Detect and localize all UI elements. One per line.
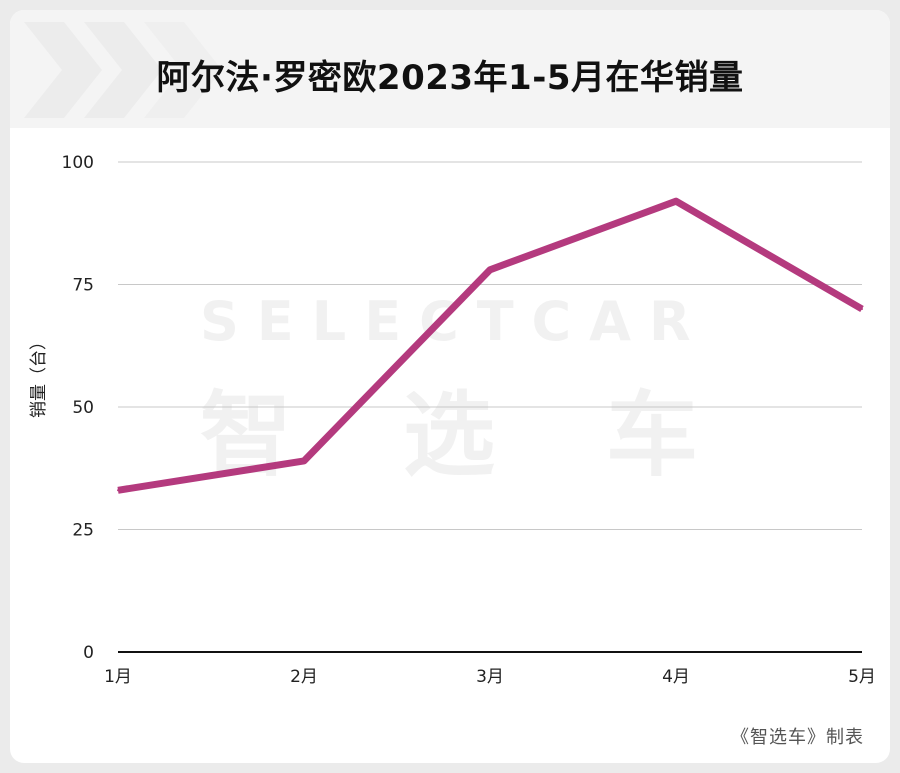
x-tick-label: 2月	[290, 667, 318, 687]
credit-text: 《智选车》制表	[731, 727, 864, 748]
x-tick-label: 1月	[104, 667, 132, 687]
y-tick-label: 25	[72, 521, 94, 541]
x-tick-label: 3月	[476, 667, 504, 687]
y-tick-label: 0	[83, 643, 94, 663]
title-banner: 阿尔法·罗密欧2023年1-5月在华销量	[10, 10, 890, 128]
chart-card: 阿尔法·罗密欧2023年1-5月在华销量 SELECTCAR 智 选 车 销量（…	[10, 10, 890, 763]
line-chart: 0 25 50 75 100 1月 2月 3月 4月 5月	[62, 153, 876, 687]
x-tick-label: 4月	[662, 667, 690, 687]
chart-title: 阿尔法·罗密欧2023年1-5月在华销量	[156, 58, 744, 98]
data-point	[675, 200, 677, 203]
y-tick-label: 50	[72, 398, 94, 418]
data-point	[861, 308, 863, 310]
data-point	[117, 489, 119, 492]
data-point	[303, 459, 305, 462]
y-tick-label: 100	[62, 153, 94, 173]
data-point	[489, 268, 491, 271]
y-tick-label: 75	[72, 276, 94, 296]
x-tick-label: 5月	[848, 667, 876, 687]
series-line	[117, 197, 864, 494]
chevron-decoration-icon	[24, 22, 222, 118]
